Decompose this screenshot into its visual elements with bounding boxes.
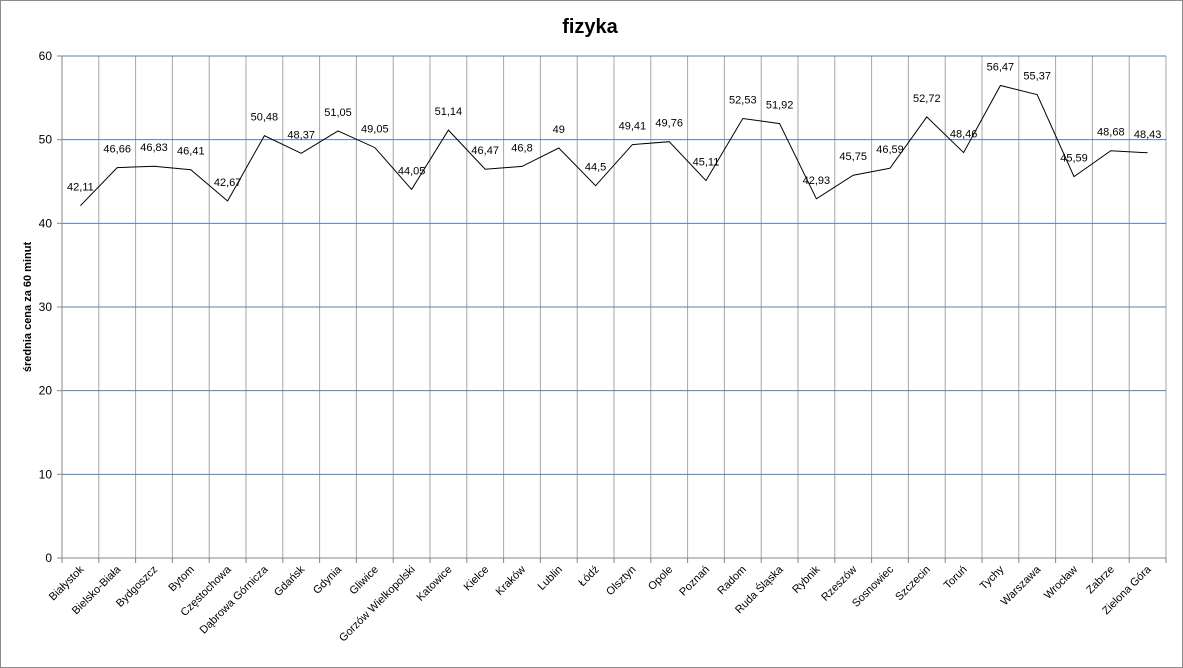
data-label: 46,59	[876, 144, 904, 156]
x-tick-label: Wrocław	[1042, 564, 1080, 602]
data-label: 42,93	[803, 175, 831, 187]
data-label: 48,46	[950, 129, 978, 141]
y-tick-label: 10	[39, 467, 53, 481]
data-label: 49,76	[655, 118, 683, 130]
x-tick-label: Szczecin	[893, 564, 933, 604]
x-tick-label: Toruń	[942, 564, 970, 592]
x-tick-label: Bytom	[166, 564, 197, 595]
x-tick-label: Warszawa	[999, 563, 1044, 608]
data-label: 49,41	[619, 121, 647, 133]
y-tick-label: 40	[39, 216, 53, 230]
data-label: 46,41	[177, 146, 205, 158]
x-tick-label: Tychy	[978, 563, 1007, 592]
data-label: 48,37	[287, 129, 315, 141]
x-tick-label: Łódź	[576, 564, 601, 589]
x-tick-label: Katowice	[414, 564, 454, 604]
data-label: 45,75	[839, 151, 867, 163]
y-axis-label: średnia cena za 60 minut	[22, 242, 34, 373]
x-tick-label: Dąbrowa Górnicza	[198, 563, 272, 637]
x-tick-label: Lublin	[536, 564, 565, 593]
y-tick-label: 60	[39, 49, 53, 63]
data-label: 49,05	[361, 124, 389, 136]
y-tick-label: 0	[45, 551, 52, 565]
data-label: 44,5	[585, 162, 606, 174]
data-label: 51,14	[435, 106, 463, 118]
data-label: 45,11	[693, 157, 720, 169]
x-tick-label: Radom	[715, 564, 749, 598]
data-label: 52,72	[913, 93, 941, 105]
data-label: 52,53	[729, 94, 757, 106]
data-label: 55,37	[1023, 71, 1051, 83]
data-label: 45,59	[1060, 153, 1088, 165]
data-label: 46,8	[511, 142, 532, 154]
data-label: 56,47	[987, 62, 1015, 74]
data-label: 51,92	[766, 100, 794, 112]
x-tick-label: Opole	[646, 564, 675, 593]
y-tick-label: 50	[39, 133, 53, 147]
data-label: 46,47	[471, 145, 499, 157]
x-tick-label: Gorzów Wielkopolski	[337, 564, 418, 645]
series-line	[80, 84, 1148, 207]
x-tick-label: Kielce	[462, 564, 492, 594]
data-label: 46,83	[140, 142, 168, 154]
data-label: 50,48	[251, 112, 279, 124]
x-tick-label: Olsztyn	[604, 564, 638, 598]
x-tick-label: Kraków	[494, 564, 528, 598]
data-label: 44,05	[398, 165, 426, 177]
data-label: 48,43	[1134, 129, 1162, 141]
data-label: 46,66	[103, 144, 131, 156]
chart-title: fizyka	[562, 16, 618, 38]
y-tick-label: 20	[39, 384, 53, 398]
data-label: 42,67	[214, 177, 242, 189]
x-tick-label: Gdańsk	[272, 563, 308, 599]
data-label: 49	[553, 124, 565, 136]
x-tick-label: Gdynia	[311, 563, 345, 597]
x-tick-label: Zabrze	[1084, 564, 1117, 597]
data-label: 51,05	[324, 107, 352, 119]
x-tick-label: Gliwice	[347, 564, 381, 598]
data-label: 42,11	[67, 182, 94, 194]
x-tick-label: Rybnik	[790, 563, 823, 596]
y-tick-label: 30	[39, 300, 53, 314]
x-tick-label: Poznań	[677, 564, 712, 599]
data-label: 48,68	[1097, 127, 1125, 139]
